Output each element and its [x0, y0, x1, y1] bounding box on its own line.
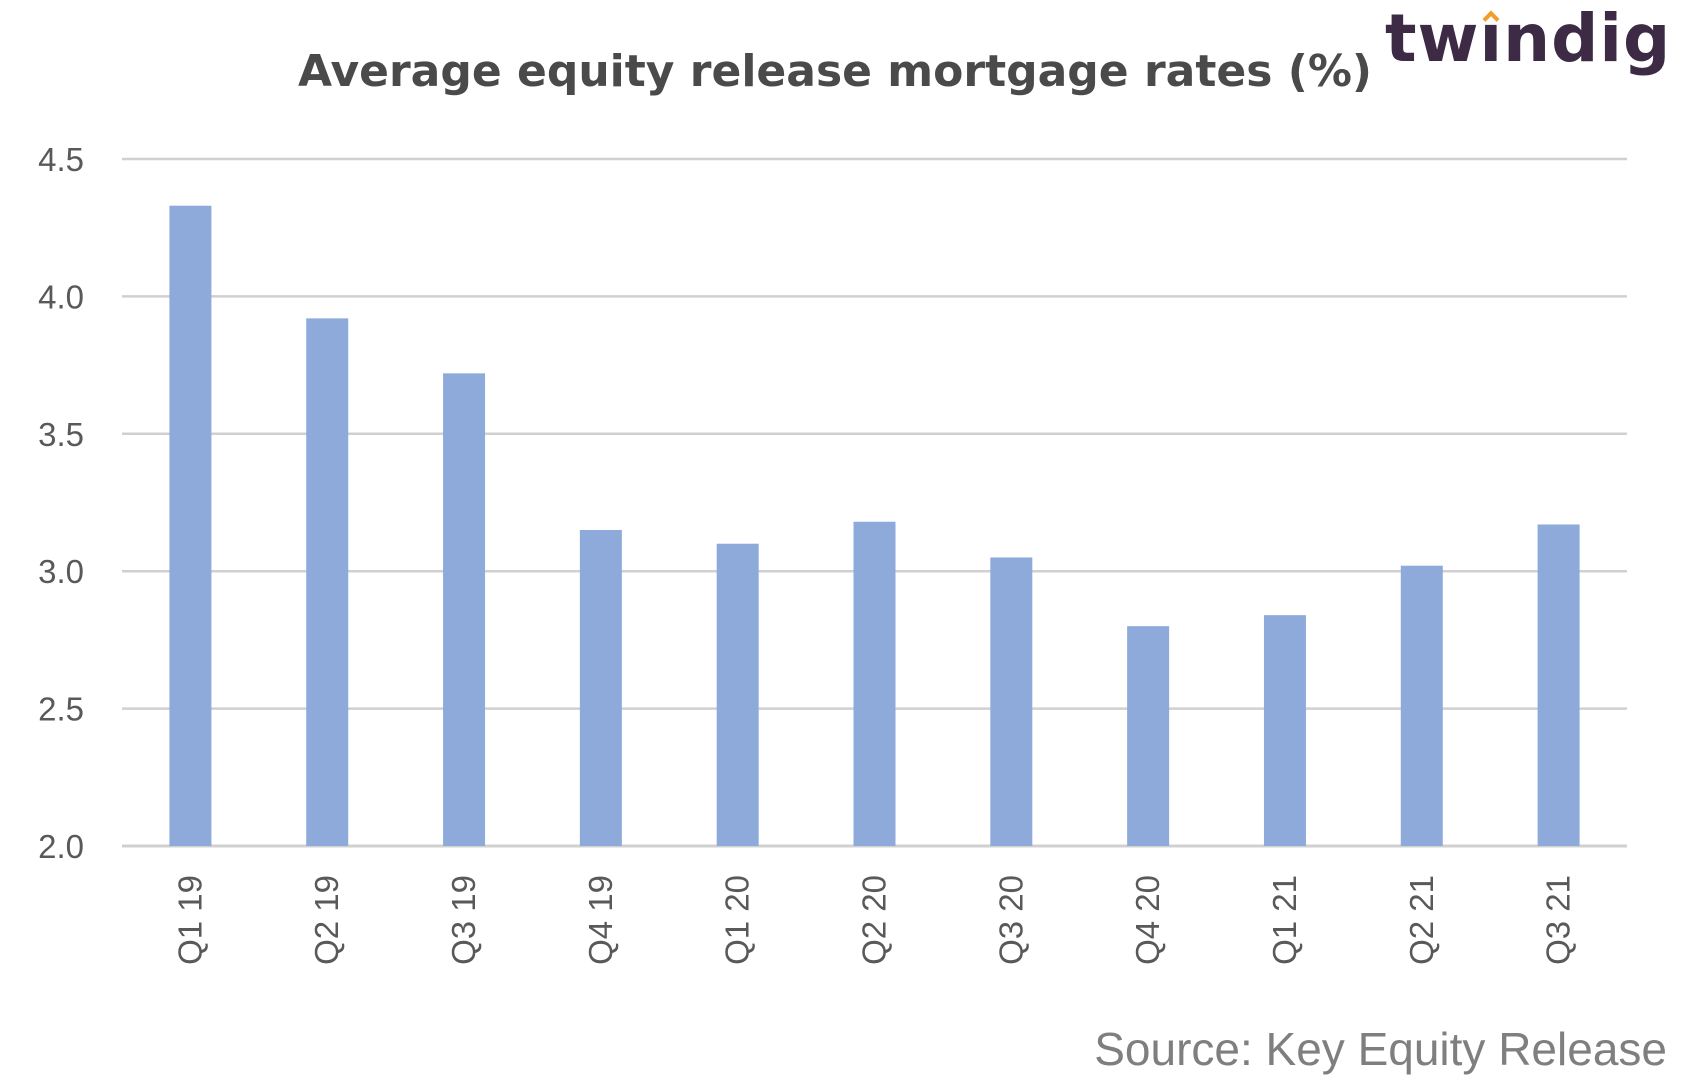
x-tick-label: Q3 21	[1540, 875, 1577, 965]
y-tick-label: 3.5	[38, 416, 84, 453]
bar	[1400, 565, 1443, 846]
bar	[1127, 626, 1170, 846]
bar	[1537, 524, 1580, 846]
x-tick-label: Q1 21	[1266, 875, 1303, 965]
bar	[1263, 615, 1306, 846]
chart-title: Average equity release mortgage rates (%…	[298, 46, 1372, 97]
y-tick-label: 2.5	[38, 691, 84, 728]
y-tick-label: 2.0	[38, 828, 84, 865]
y-tick-label: 4.0	[38, 278, 84, 315]
bar	[443, 373, 486, 846]
x-tick-label: Q1 19	[171, 875, 208, 965]
bar	[853, 521, 896, 846]
logo-text-end: ndig	[1503, 0, 1672, 77]
bar	[990, 557, 1033, 846]
twindig-logo: twı ndig	[1385, 0, 1671, 77]
source-note: Source: Key Equity Release	[1094, 1023, 1667, 1075]
bar	[716, 543, 759, 846]
bar	[579, 529, 622, 846]
x-tick-label: Q2 19	[308, 875, 345, 965]
y-tick-label: 4.5	[38, 141, 84, 178]
x-axis-labels: Q1 19 Q2 19 Q3 19 Q4 19 Q1 20 Q2 20 Q3 20 Q4 20…	[171, 875, 1576, 965]
x-tick-label: Q4 20	[1129, 875, 1166, 965]
bar	[169, 205, 212, 846]
logo-text-i: ı	[1479, 0, 1504, 77]
y-axis-ticks: 2.0 2.5 3.0 3.5 4.0 4.5	[38, 141, 84, 865]
x-tick-label: Q2 21	[1403, 875, 1440, 965]
x-tick-label: Q1 20	[719, 875, 756, 965]
x-tick-label: Q3 20	[992, 875, 1029, 965]
x-tick-label: Q3 19	[445, 875, 482, 965]
logo-i: ı	[1480, 0, 1504, 77]
bars	[169, 205, 1580, 846]
logo-text-start: tw	[1385, 0, 1480, 77]
bar	[306, 318, 349, 846]
x-tick-label: Q4 19	[582, 875, 619, 965]
y-tick-label: 3.0	[38, 553, 84, 590]
x-tick-label: Q2 20	[856, 875, 893, 965]
